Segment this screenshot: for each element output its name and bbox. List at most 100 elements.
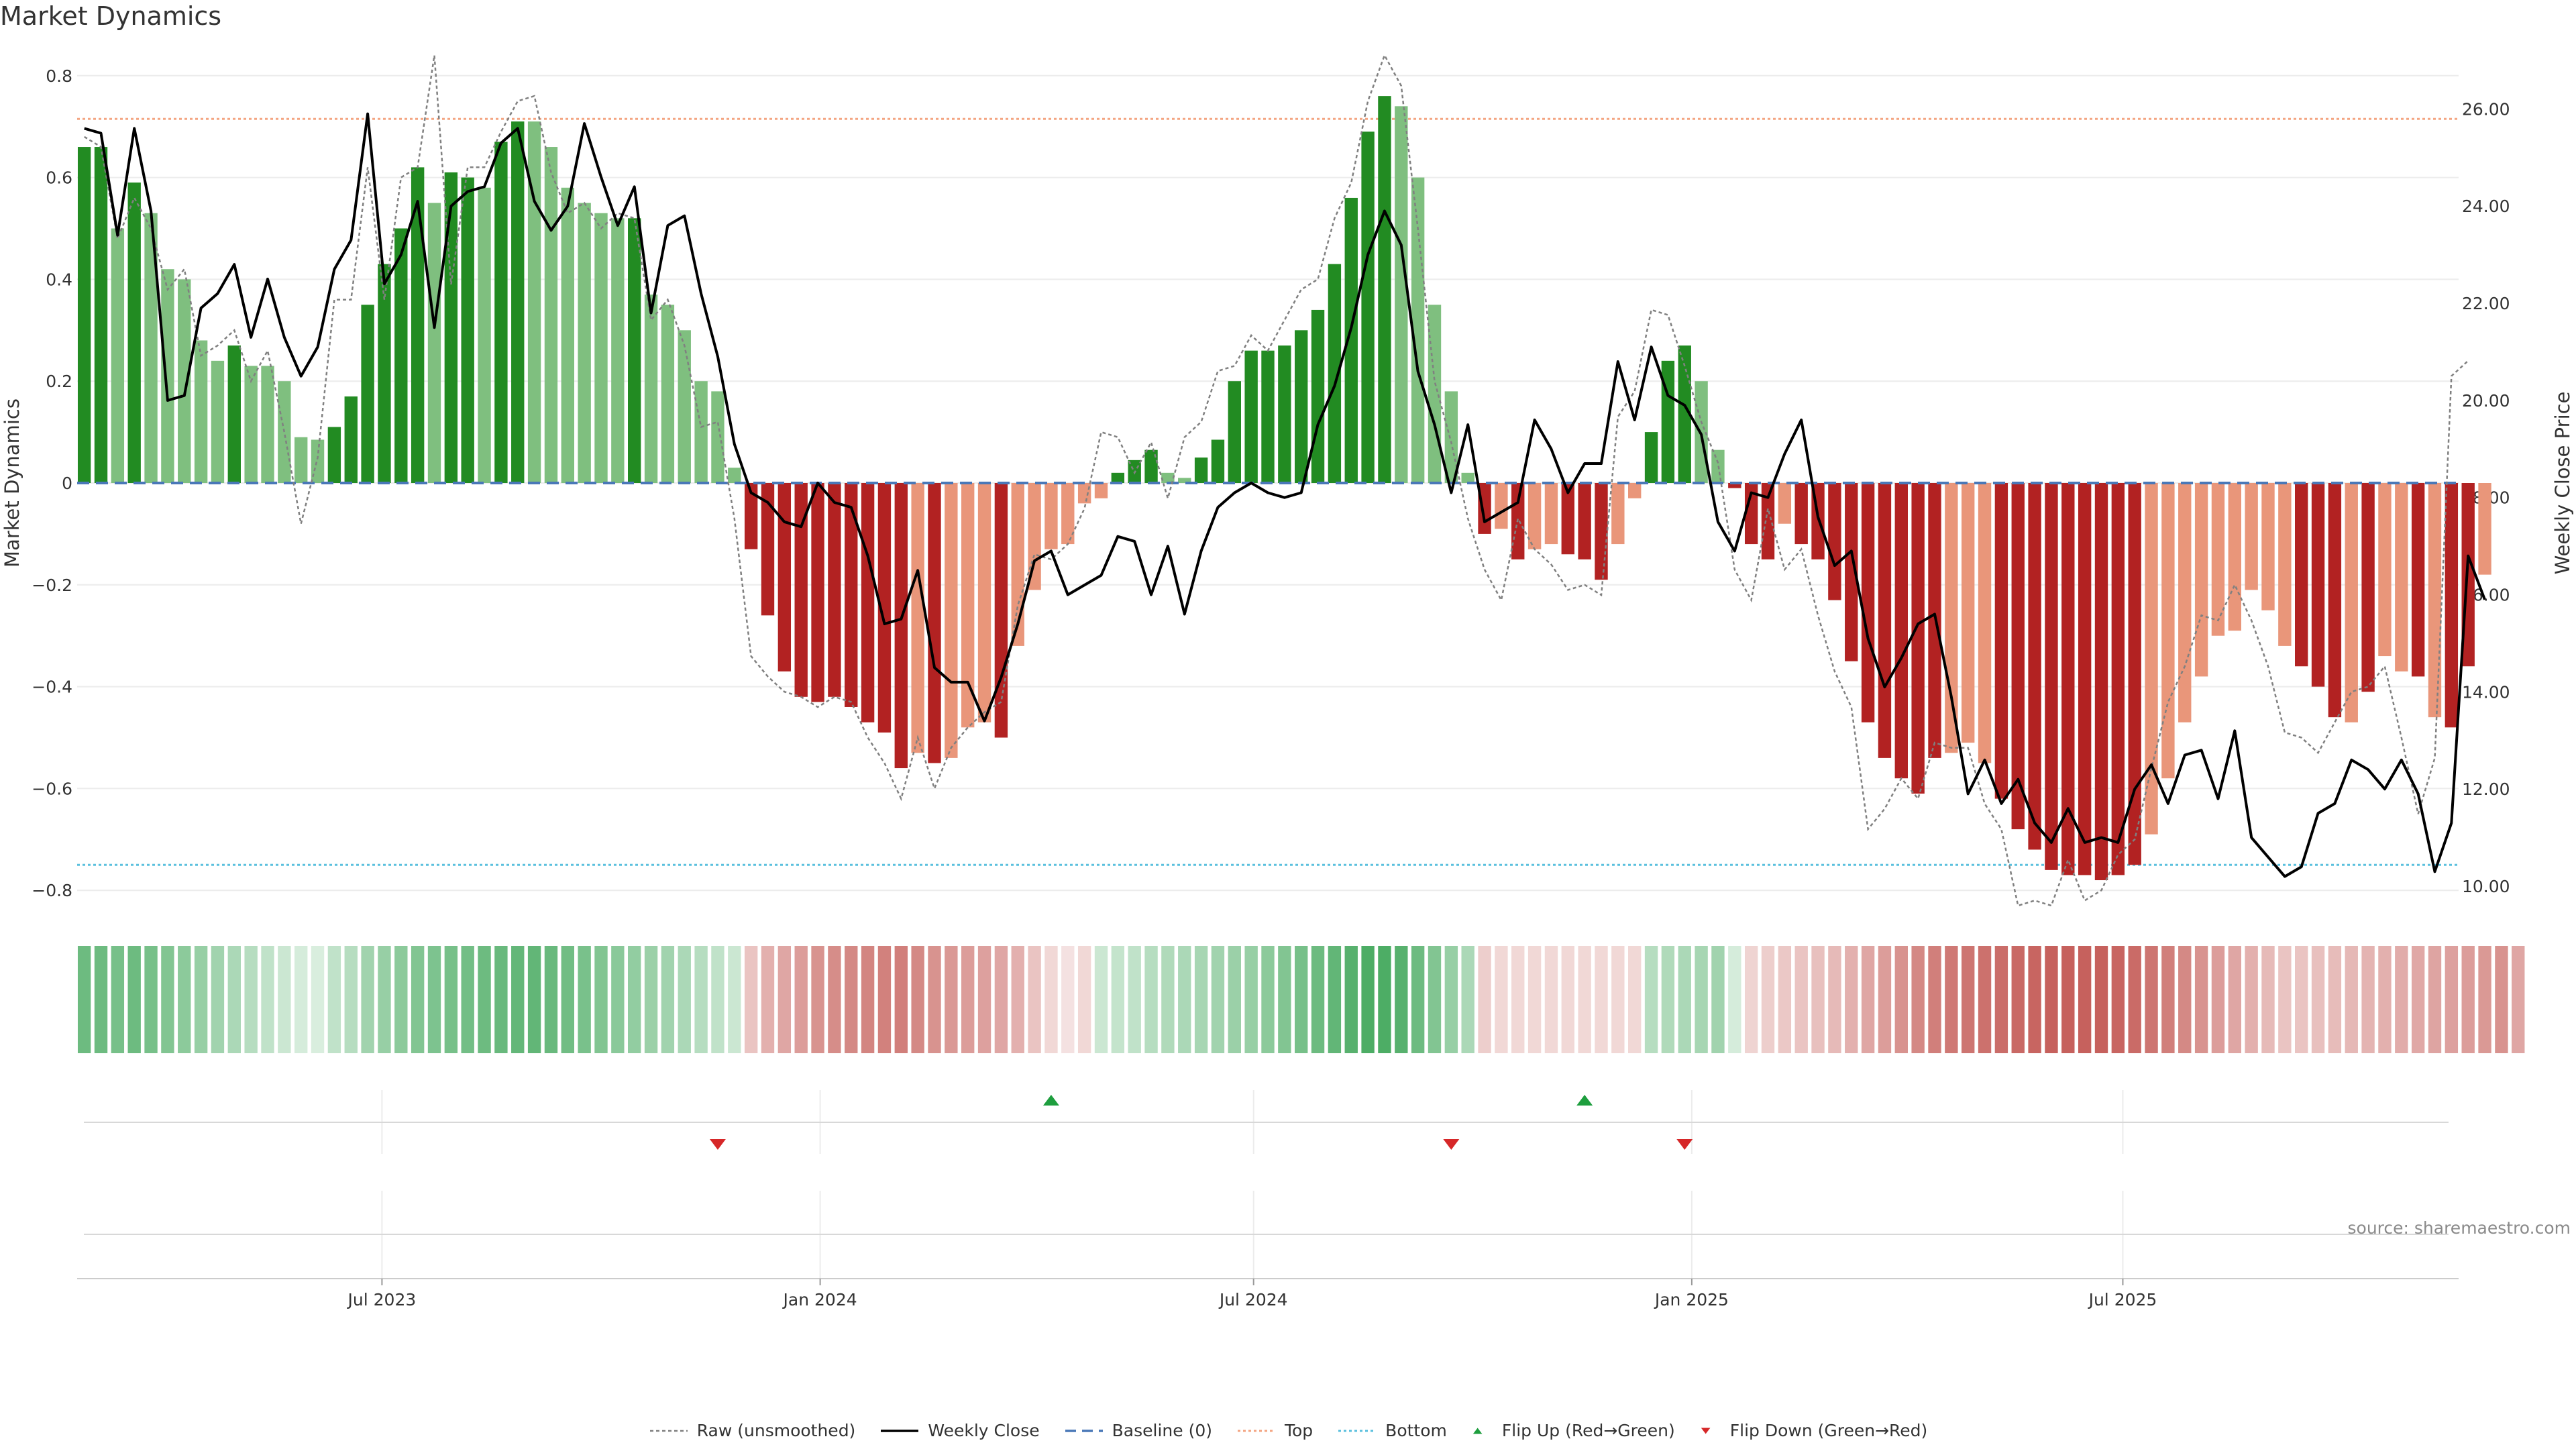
band-cell (2395, 946, 2408, 1053)
band-cell (728, 946, 741, 1053)
momentum-bar (178, 279, 191, 483)
band-cell (1561, 946, 1574, 1053)
band-cell (661, 946, 675, 1053)
band-cell (678, 946, 691, 1053)
momentum-bar (2278, 483, 2292, 646)
momentum-bar (461, 177, 474, 483)
momentum-bar (194, 340, 208, 483)
momentum-bar (928, 483, 941, 763)
momentum-bar (1894, 483, 1908, 779)
momentum-bar (661, 305, 675, 483)
band-cell (1211, 946, 1225, 1053)
flip-up-marker (1042, 1095, 1059, 1106)
band-cell (1878, 946, 1892, 1053)
momentum-bar (1845, 483, 1858, 661)
band-cell (945, 946, 958, 1053)
momentum-bar (2011, 483, 2025, 830)
band-cell (1744, 946, 1758, 1053)
band-cell (811, 946, 824, 1053)
band-cell (2478, 946, 2491, 1053)
momentum-bar (1728, 483, 1741, 488)
momentum-bar (594, 213, 608, 483)
momentum-bar (211, 360, 225, 483)
band-cell (2228, 946, 2241, 1053)
momentum-bar (1278, 345, 1291, 483)
band-cell (261, 946, 274, 1053)
momentum-bar (2028, 483, 2041, 850)
band-cell (1077, 946, 1091, 1053)
momentum-bar (794, 483, 808, 697)
band-cell (2445, 946, 2459, 1053)
momentum-bar (644, 294, 658, 483)
momentum-bar (2128, 483, 2141, 865)
x-tick-label: Jul 2023 (347, 1290, 417, 1309)
band-cell (1761, 946, 1775, 1053)
momentum-bar (1261, 350, 1275, 483)
source-note: source: sharemaestro.com (2347, 1218, 2571, 1238)
band-cell (1644, 946, 1658, 1053)
momentum-bar (911, 483, 924, 753)
band-cell (2411, 946, 2425, 1053)
momentum-bar (1527, 483, 1542, 549)
band-cell (2145, 946, 2158, 1053)
momentum-bar (744, 483, 758, 549)
band-cell (1261, 946, 1275, 1053)
band-cell (1495, 946, 1508, 1053)
band-cell (2461, 946, 2475, 1053)
band-cell (1161, 946, 1175, 1053)
momentum-bar (478, 187, 491, 483)
x-tick-label: Jul 2024 (1218, 1290, 1288, 1309)
momentum-bar (378, 264, 391, 483)
band-cell (2194, 946, 2208, 1053)
momentum-bar (678, 330, 691, 483)
legend-label-baseline: Baseline (0) (1112, 1421, 1212, 1440)
x-tick-label: Jan 2024 (782, 1290, 857, 1309)
band-cell (1544, 946, 1558, 1053)
band-cell (1511, 946, 1525, 1053)
legend-item-flipdown: Flip Down (Green→Red) (1699, 1421, 1927, 1440)
momentum-bar (1644, 432, 1658, 483)
band-cell (761, 946, 775, 1053)
x-tick-label: Jan 2025 (1654, 1290, 1729, 1309)
momentum-bar (1544, 483, 1558, 545)
band-cell (1861, 946, 1875, 1053)
y-axis-label: Market Dynamics (1, 398, 23, 568)
band-cell (294, 946, 308, 1053)
momentum-bar (1011, 483, 1024, 646)
band-cell (544, 946, 558, 1053)
legend-item-raw: Raw (unsmoothed) (649, 1421, 855, 1440)
band-cell (1278, 946, 1291, 1053)
momentum-bar (1161, 472, 1175, 483)
band-cell (1962, 946, 1975, 1053)
band-cell (1595, 946, 1608, 1053)
band-cell (178, 946, 191, 1053)
momentum-bar (1461, 472, 1474, 483)
band-cell (1311, 946, 1325, 1053)
band-cell (2245, 946, 2258, 1053)
legend-item-flipup: Flip Up (Red→Green) (1471, 1421, 1675, 1440)
y-tick-label: −0.4 (32, 678, 72, 697)
band-cell (1828, 946, 1841, 1053)
band-cell (2261, 946, 2275, 1053)
momentum-bar (144, 213, 158, 483)
momentum-bar (327, 427, 341, 483)
band-cell (444, 946, 458, 1053)
momentum-bar (828, 483, 841, 697)
raw-line (84, 53, 2469, 907)
y2-tick-label: 10.00 (2462, 877, 2510, 896)
close-price-line (84, 112, 2486, 878)
band-cell (1845, 946, 1858, 1053)
band-cell (1945, 946, 1958, 1053)
legend-label-bottom: Bottom (1385, 1421, 1447, 1440)
band-cell (1661, 946, 1675, 1053)
band-cell (1794, 946, 1808, 1053)
band-cell (278, 946, 291, 1053)
momentum-bar (2094, 483, 2108, 881)
momentum-bar (111, 228, 125, 483)
flip-down-marker (1676, 1139, 1693, 1150)
band-cell (2495, 946, 2508, 1053)
momentum-bar (361, 305, 374, 483)
momentum-bar (2361, 483, 2375, 692)
band-cell (2512, 946, 2525, 1053)
